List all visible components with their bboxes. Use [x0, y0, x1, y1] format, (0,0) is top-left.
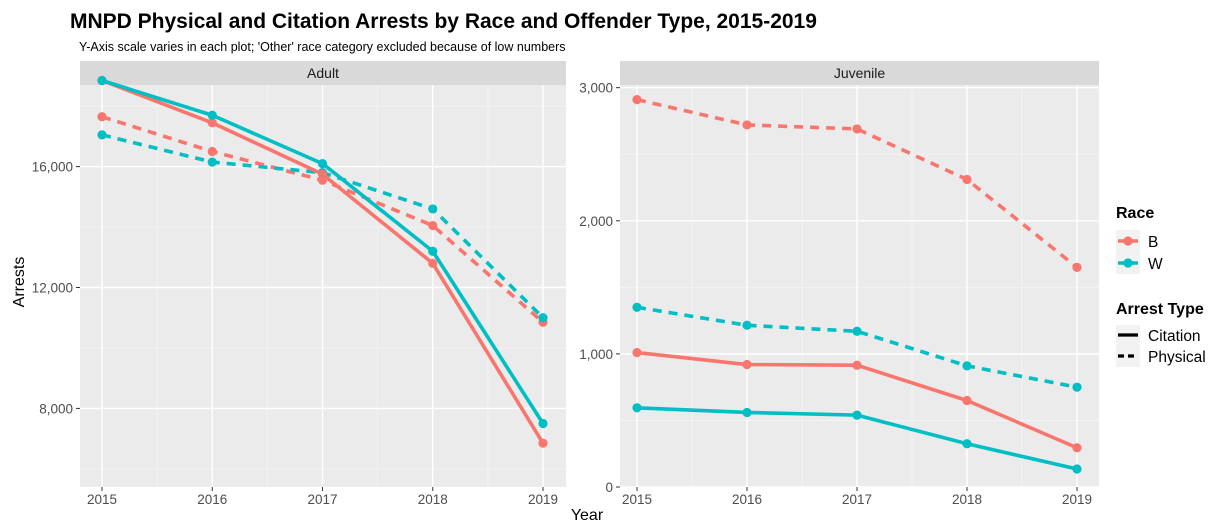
x-tick-label: 2016: [732, 492, 762, 507]
x-tick-label: 2016: [197, 492, 227, 507]
data-point-w-citation: [742, 407, 752, 418]
data-point-b-citation: [962, 395, 972, 406]
data-point-w-physical: [1072, 382, 1082, 392]
data-point-w-citation: [428, 246, 438, 256]
y-tick-label: 0: [605, 480, 613, 495]
legend: Race BW Arrest Type Citation Physical: [1116, 205, 1206, 367]
x-tick-label: 2017: [307, 492, 337, 507]
panel-strip: [620, 61, 1099, 85]
data-point-w-physical: [207, 157, 217, 167]
data-point-b-citation: [428, 258, 438, 268]
legend-race-title: Race: [1116, 205, 1154, 222]
legend-key-point-w: [1123, 258, 1133, 268]
plot-background: [620, 85, 1099, 487]
x-tick-label: 2015: [87, 492, 117, 507]
legend-type-label-citation: Citation: [1148, 328, 1201, 345]
legend-key-point-b: [1123, 236, 1133, 246]
panel-adult: Adult 8,000 12,000 16,000 2015 2016 2017 2018 20…: [32, 61, 566, 507]
y-tick-label: 16,000: [32, 160, 73, 175]
series-line-b-physical: [636, 97, 1079, 269]
panel-strip-label: Adult: [307, 65, 339, 81]
data-point-b-citation: [1072, 443, 1082, 453]
panel-juvenile: Juvenile 0 1,000 2,000 3,000 2015 2016 2017 2018…: [579, 61, 1099, 507]
data-point-w-physical: [428, 204, 438, 214]
y-tick-label: 1,000: [579, 347, 613, 362]
series-line-w-physical: [636, 305, 1078, 389]
x-tick-label: 2015: [622, 492, 652, 507]
y-tick-label: 8,000: [39, 401, 73, 416]
data-point-b-physical: [962, 174, 972, 185]
data-point-b-physical: [428, 220, 438, 231]
data-point-b-citation: [207, 118, 217, 128]
y-axis-label: Arrests: [11, 257, 28, 308]
y-tick-label: 3,000: [579, 81, 613, 96]
data-point-w-citation: [97, 75, 107, 86]
data-point-b-physical: [97, 112, 107, 122]
data-point-w-physical: [97, 130, 107, 140]
panel-strip: [80, 61, 566, 85]
panel-strip-label: Juvenile: [834, 65, 886, 81]
legend-race-label-b: B: [1148, 234, 1158, 251]
data-point-w-citation: [632, 403, 642, 413]
chart-subtitle: Y-Axis scale varies in each plot; 'Other…: [79, 40, 566, 54]
x-tick-label: 2019: [528, 492, 558, 507]
x-tick-label: 2018: [952, 492, 982, 507]
x-tick-label: 2017: [842, 492, 872, 507]
panels: Adult 8,000 12,000 16,000 2015 2016 2017 2018 20…: [32, 61, 1099, 507]
data-point-b-citation: [632, 347, 642, 358]
data-point-b-citation: [852, 360, 862, 370]
data-point-w-citation: [852, 410, 862, 420]
data-point-w-citation: [962, 439, 972, 449]
data-point-w-physical: [852, 326, 862, 336]
data-point-b-citation: [538, 438, 548, 448]
x-tick-label: 2018: [418, 492, 448, 507]
data-point-b-physical: [852, 124, 862, 134]
data-point-b-citation: [317, 169, 328, 179]
data-point-b-citation: [742, 359, 752, 370]
x-tick-label: 2019: [1062, 492, 1092, 507]
legend-race-label-w: W: [1148, 256, 1163, 273]
data-point-w-citation: [538, 418, 548, 429]
data-point-w-physical: [538, 313, 548, 323]
data-point-w-citation: [207, 110, 217, 120]
legend-type-title: Arrest Type: [1116, 301, 1204, 318]
data-point-w-citation: [317, 158, 328, 169]
y-tick-label: 12,000: [32, 281, 73, 296]
data-point-b-physical: [632, 95, 642, 105]
y-tick-label: 2,000: [579, 214, 613, 229]
data-point-w-citation: [1072, 464, 1082, 474]
data-point-b-physical: [207, 146, 217, 157]
data-point-w-physical: [742, 320, 752, 330]
x-axis-label: Year: [571, 507, 604, 523]
chart-title: MNPD Physical and Citation Arrests by Ra…: [70, 10, 817, 33]
data-point-b-physical: [742, 120, 752, 130]
data-point-w-physical: [632, 302, 642, 312]
data-point-w-physical: [962, 361, 972, 371]
legend-type-label-physical: Physical: [1148, 349, 1206, 366]
data-point-b-physical: [1072, 262, 1082, 272]
